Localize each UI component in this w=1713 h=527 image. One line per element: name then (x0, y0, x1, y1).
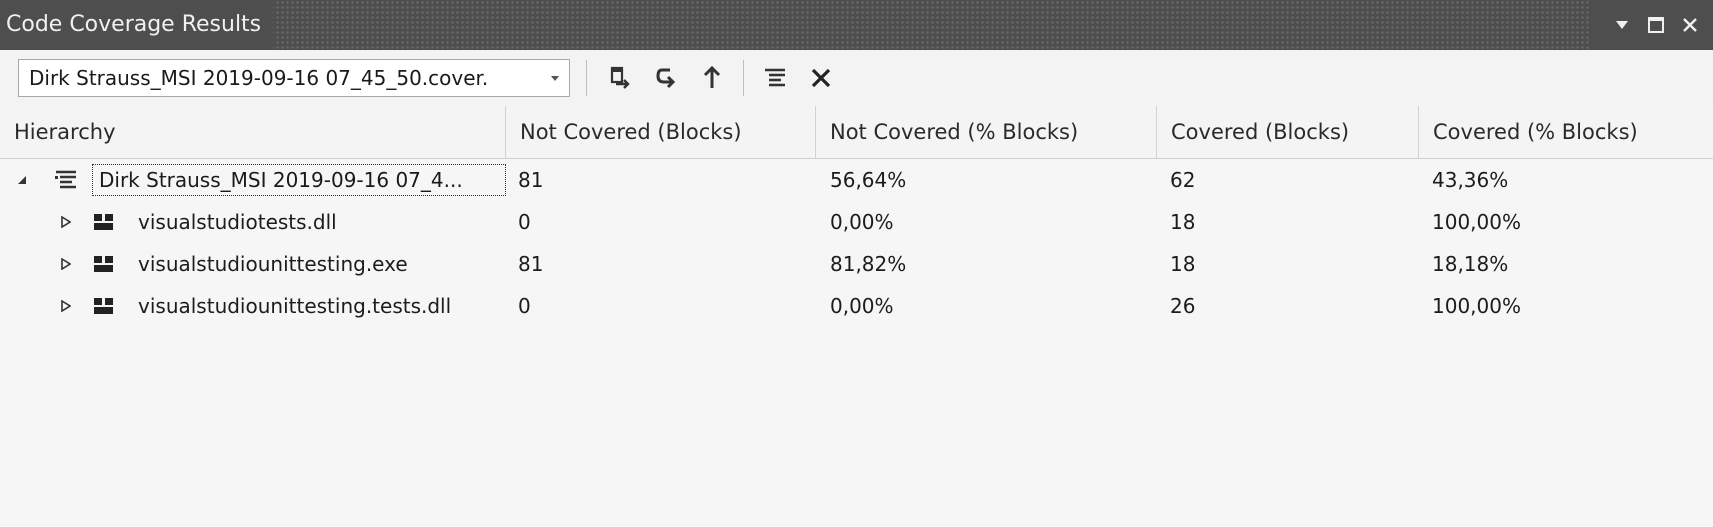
covered-blocks-cell: 18 (1170, 252, 1196, 276)
column-header-hierarchy[interactable]: Hierarchy (0, 106, 506, 158)
title-bar: Code Coverage Results (0, 0, 1713, 50)
expand-triangle-icon[interactable] (56, 286, 76, 326)
covered-blocks-cell: 62 (1170, 168, 1196, 192)
tree-node-label[interactable]: visualstudiotests.dll (138, 210, 337, 234)
assembly-icon (92, 210, 116, 234)
not-covered-blocks-cell: 0 (518, 294, 531, 318)
expand-triangle-icon[interactable] (56, 244, 76, 284)
coloring-icon[interactable] (756, 59, 794, 97)
not-covered-blocks-cell: 81 (518, 252, 544, 276)
covered-blocks-cell: 26 (1170, 294, 1196, 318)
column-header-covered-blocks[interactable]: Covered (Blocks) (1157, 106, 1419, 158)
maximize-icon[interactable] (1641, 10, 1671, 40)
close-icon[interactable] (802, 59, 840, 97)
coverage-grid: Hierarchy Not Covered (Blocks) Not Cover… (0, 106, 1713, 527)
toolbar: Dirk Strauss_MSI 2019-09-16 07_45_50.cov… (0, 50, 1713, 106)
not-covered-pct-cell: 81,82% (830, 252, 907, 276)
collapse-triangle-icon[interactable] (12, 160, 32, 200)
coverage-run-selector-value: Dirk Strauss_MSI 2019-09-16 07_45_50.cov… (29, 66, 489, 90)
not-covered-blocks-cell: 81 (518, 168, 544, 192)
covered-pct-cell: 100,00% (1432, 210, 1521, 234)
not-covered-pct-cell: 0,00% (830, 210, 894, 234)
close-window-icon[interactable] (1675, 10, 1705, 40)
not-covered-pct-cell: 0,00% (830, 294, 894, 318)
not-covered-pct-cell: 56,64% (830, 168, 907, 192)
coverage-run-selector[interactable]: Dirk Strauss_MSI 2019-09-16 07_45_50.cov… (18, 59, 570, 97)
assembly-icon (92, 252, 116, 276)
dropdown-arrow-icon[interactable] (1607, 10, 1637, 40)
import-icon[interactable] (693, 59, 731, 97)
coverage-results-icon (54, 168, 78, 192)
expand-triangle-icon[interactable] (56, 202, 76, 242)
window-controls (1591, 0, 1713, 50)
table-row[interactable]: Dirk Strauss_MSI 2019-09-16 07_4... 81 5… (0, 160, 1713, 200)
toolbar-separator (743, 60, 744, 96)
window-title: Code Coverage Results (0, 0, 274, 50)
table-row[interactable]: visualstudiounittesting.tests.dll 0 0,00… (0, 286, 1713, 326)
tree-node-label[interactable]: visualstudiounittesting.tests.dll (138, 294, 452, 318)
assembly-icon (92, 294, 116, 318)
table-row[interactable]: visualstudiounittesting.exe 81 81,82% 18… (0, 244, 1713, 284)
covered-pct-cell: 18,18% (1432, 252, 1509, 276)
not-covered-blocks-cell: 0 (518, 210, 531, 234)
column-header-not-covered-blocks[interactable]: Not Covered (Blocks) (506, 106, 816, 158)
covered-pct-cell: 43,36% (1432, 168, 1509, 192)
toolbar-separator (586, 60, 587, 96)
column-header-covered-pct[interactable]: Covered (% Blocks) (1433, 120, 1638, 144)
covered-pct-cell: 100,00% (1432, 294, 1521, 318)
covered-blocks-cell: 18 (1170, 210, 1196, 234)
chevron-down-icon[interactable] (541, 74, 569, 82)
tree-node-label[interactable]: visualstudiounittesting.exe (138, 252, 408, 276)
grid-header: Hierarchy Not Covered (Blocks) Not Cover… (0, 106, 1713, 159)
merge-icon[interactable] (647, 59, 685, 97)
export-icon[interactable] (601, 59, 639, 97)
table-row[interactable]: visualstudiotests.dll 0 0,00% 18 100,00% (0, 202, 1713, 242)
tree-node-label[interactable]: Dirk Strauss_MSI 2019-09-16 07_4... (92, 164, 506, 196)
column-header-not-covered-pct[interactable]: Not Covered (% Blocks) (816, 106, 1157, 158)
